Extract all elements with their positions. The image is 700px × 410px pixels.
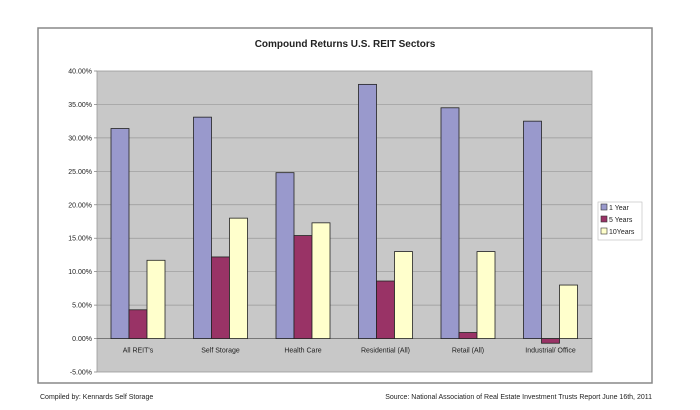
- bar-1-year-4: [440, 107, 460, 339]
- bar-5-years-0: [128, 309, 148, 339]
- bar-5-years-5: [541, 338, 560, 344]
- bar-1-year-2: [275, 172, 295, 339]
- bar-10years-5: [559, 284, 578, 339]
- bar-5-years-3: [376, 280, 395, 339]
- bar-10years-2: [311, 222, 331, 339]
- y-tick-label: 35.00%: [68, 102, 92, 109]
- bar-1-year-5: [523, 120, 542, 339]
- y-tick-label: 0.00%: [72, 336, 92, 343]
- y-tick-label: 40.00%: [68, 69, 92, 76]
- x-tick-label: Residential (All): [361, 348, 410, 355]
- x-tick-label: Industrial/ Office: [525, 348, 576, 355]
- legend-swatch: [600, 227, 608, 235]
- bar-1-year-0: [110, 128, 130, 339]
- footer-source: Source: National Association of Real Est…: [385, 394, 652, 401]
- bar-1-year-3: [358, 83, 377, 339]
- x-tick-label: Retail (All): [452, 348, 484, 355]
- legend-swatch: [600, 203, 608, 211]
- y-tick-label: 5.00%: [72, 303, 92, 310]
- y-tick-label: -5.00%: [70, 370, 92, 377]
- legend-swatch: [600, 215, 608, 223]
- plot-area: [96, 70, 593, 373]
- bar-5-years-2: [293, 235, 313, 339]
- bar-5-years-4: [458, 332, 478, 339]
- y-tick-label: 15.00%: [68, 236, 92, 243]
- chart-title: Compound Returns U.S. REIT Sectors: [255, 39, 436, 50]
- legend-label: 1 Year: [609, 205, 630, 212]
- x-tick-label: All REIT's: [123, 348, 154, 355]
- x-tick-label: Health Care: [284, 348, 321, 355]
- y-tick-label: 30.00%: [68, 135, 92, 142]
- bar-10years-0: [146, 259, 166, 339]
- y-tick-label: 20.00%: [68, 202, 92, 209]
- footer-compiled-by: Compiled by: Kennards Self Storage: [40, 394, 153, 401]
- bar-1-year-1: [193, 116, 212, 339]
- bar-5-years-1: [211, 256, 230, 339]
- legend: 1 Year 5 Years 10Years: [597, 201, 643, 241]
- bar-10years-1: [229, 217, 248, 339]
- y-tick-label: 10.00%: [68, 269, 92, 276]
- bar-10years-3: [394, 251, 413, 339]
- legend-label: 5 Years: [609, 217, 633, 224]
- bar-10years-4: [476, 251, 496, 339]
- legend-label: 10Years: [609, 229, 635, 236]
- y-tick-label: 25.00%: [68, 169, 92, 176]
- x-tick-label: Self Storage: [201, 348, 240, 355]
